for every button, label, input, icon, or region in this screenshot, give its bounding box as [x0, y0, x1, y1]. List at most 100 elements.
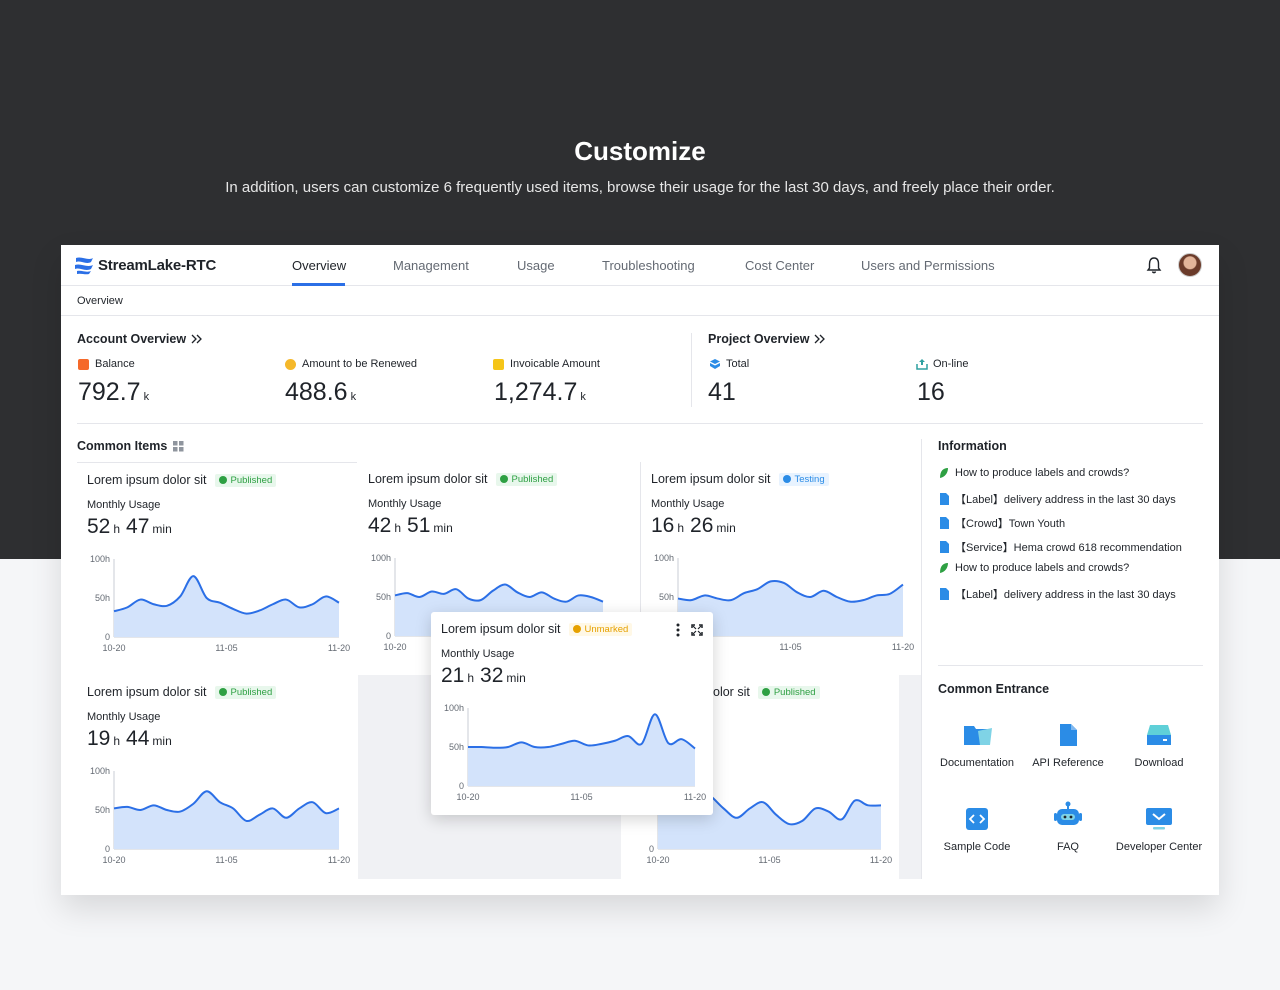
entrance-label: Documentation	[940, 757, 1014, 769]
status-badge: Published	[495, 472, 558, 486]
y-tick-label: 100h	[654, 553, 674, 563]
api-doc-icon	[1060, 724, 1077, 746]
card-title: Lorem ipsum dolor sit Published	[87, 473, 277, 487]
usage-hours: 52	[87, 515, 111, 538]
hours-unit: h	[113, 734, 121, 748]
leaf-icon	[940, 468, 948, 478]
common-items-title: Common Items	[77, 439, 184, 453]
doc-icon	[940, 493, 949, 505]
x-tick-label: 11-20	[892, 642, 914, 652]
user-avatar[interactable]	[1178, 253, 1202, 277]
entrance-sample-code[interactable]: Sample Code	[927, 807, 1027, 853]
info-item[interactable]: How to produce labels and crowds?	[939, 562, 1129, 574]
renew-number: 488.6	[285, 378, 348, 406]
entrance-label: API Reference	[1032, 757, 1104, 769]
account-overview-title[interactable]: Account Overview	[77, 332, 203, 346]
double-chevron-right-icon	[814, 334, 826, 344]
x-tick-label: 11-05	[215, 643, 237, 653]
entrance-api-reference[interactable]: API Reference	[1018, 723, 1118, 769]
invoicable-label-text: Invoicable Amount	[510, 358, 600, 370]
usage-hours: 19	[87, 727, 111, 750]
usage-area-fill	[468, 714, 695, 786]
info-item[interactable]: How to produce labels and crowds?	[939, 467, 1129, 479]
info-item-text: 【Service】Hema crowd 618 recommendation	[955, 542, 1182, 554]
usage-series-line	[677, 579, 904, 603]
grid-icon[interactable]	[173, 440, 184, 452]
status-text: Published	[230, 686, 273, 698]
total-value: 41	[708, 378, 736, 406]
status-text: Published	[230, 474, 273, 486]
upload-icon	[916, 359, 928, 370]
entrance-download[interactable]: Download	[1109, 723, 1209, 769]
common-item-card[interactable]: Lorem ipsum dolor sit Published Monthly …	[358, 462, 621, 652]
doc-icon	[940, 517, 949, 529]
dragging-common-item-card[interactable]: Lorem ipsum dolor sit Unmarked Monthly U…	[431, 612, 713, 815]
common-item-card[interactable]: Lorem ipsum dolor sit Published Monthly …	[77, 462, 357, 668]
card-subtitle: Monthly Usage	[651, 498, 725, 510]
card-title: Lorem ipsum dolor sit Published	[87, 685, 277, 699]
card-title-text: Lorem ipsum dolor sit	[87, 473, 207, 487]
nav-tab-usage[interactable]: Usage	[517, 258, 555, 273]
info-item-text: 【Label】delivery address in the last 30 d…	[955, 494, 1176, 506]
usage-minutes: 32	[480, 664, 504, 687]
active-tab-indicator	[292, 283, 345, 286]
doc-icon	[940, 588, 949, 600]
bell-icon[interactable]	[1146, 256, 1162, 274]
brand-logo[interactable]: StreamLake-RTC	[74, 255, 216, 275]
x-tick-label: 10-20	[646, 855, 669, 865]
account-overview-label: Account Overview	[77, 332, 187, 346]
x-tick-label: 10-20	[456, 792, 479, 802]
nav-tab-troubleshooting[interactable]: Troubleshooting	[602, 258, 695, 273]
y-tick-label: 50h	[95, 593, 110, 603]
nav-tab-overview[interactable]: Overview	[292, 258, 347, 273]
x-tick-label: 11-20	[328, 855, 350, 865]
info-item[interactable]: 【Crowd】Town Youth	[939, 515, 1065, 531]
card-title: Lorem ipsum dolor sit Testing	[651, 472, 829, 486]
expand-icon[interactable]	[691, 624, 703, 636]
check-circle-icon	[761, 688, 770, 696]
x-tick-label: 11-05	[779, 642, 801, 652]
nav-tab-management[interactable]: Management	[393, 258, 469, 273]
information-title: Information	[938, 439, 1007, 453]
y-tick-label: 100h	[90, 766, 110, 776]
online-value: 16	[917, 378, 945, 406]
entrance-documentation[interactable]: Documentation	[927, 723, 1027, 769]
x-tick-label: 10-20	[102, 855, 125, 865]
drag-placeholder-edge	[899, 675, 921, 879]
common-items-label: Common Items	[77, 439, 168, 453]
info-item[interactable]: 【Label】delivery address in the last 30 d…	[939, 586, 1176, 602]
hero-subtitle: In addition, users can customize 6 frequ…	[225, 179, 1055, 196]
card-title-text: Lorem ipsum dolor sit	[368, 472, 488, 486]
invoice-icon	[493, 358, 504, 370]
renew-label-text: Amount to be Renewed	[302, 358, 417, 370]
hero-title: Customize	[574, 136, 706, 166]
common-item-card[interactable]: Lorem ipsum dolor sit Published Monthly …	[77, 675, 357, 879]
nav-tab-cost-center[interactable]: Cost Center	[745, 258, 815, 273]
usage-value: 19 h 44 min	[87, 727, 178, 751]
entrance-developer-center[interactable]: Developer Center	[1109, 807, 1209, 853]
info-item[interactable]: 【Service】Hema crowd 618 recommendation	[939, 539, 1182, 555]
nav-tab-users-and-permissions[interactable]: Users and Permissions	[861, 258, 995, 273]
entrance-faq[interactable]: FAQ	[1018, 801, 1118, 853]
hours-unit: h	[677, 521, 685, 535]
y-tick-label: 100h	[371, 553, 391, 563]
info-item[interactable]: 【Label】delivery address in the last 30 d…	[939, 491, 1176, 507]
download-drive-icon	[1147, 725, 1171, 745]
usage-value: 52 h 47 min	[87, 515, 178, 539]
usage-minutes: 44	[126, 727, 150, 750]
hours-unit: h	[467, 671, 475, 685]
y-tick-label: 50h	[376, 592, 391, 602]
card-subtitle: Monthly Usage	[368, 498, 442, 510]
online-label: On-line	[916, 358, 968, 370]
online-label-text: On-line	[933, 358, 969, 370]
renew-unit: k	[350, 391, 357, 403]
invoicable-value: 1,274.7 k	[494, 378, 586, 407]
leaf-icon	[940, 563, 948, 573]
card-title: olor sit Published	[713, 685, 820, 699]
y-tick-label: 50h	[659, 592, 674, 602]
more-vertical-icon[interactable]	[676, 623, 680, 637]
usage-hours: 21	[441, 664, 465, 687]
usage-minutes: 47	[126, 515, 150, 538]
app-window: StreamLake-RTC Overview Management Usage…	[61, 245, 1219, 895]
project-overview-title[interactable]: Project Overview	[708, 332, 826, 346]
